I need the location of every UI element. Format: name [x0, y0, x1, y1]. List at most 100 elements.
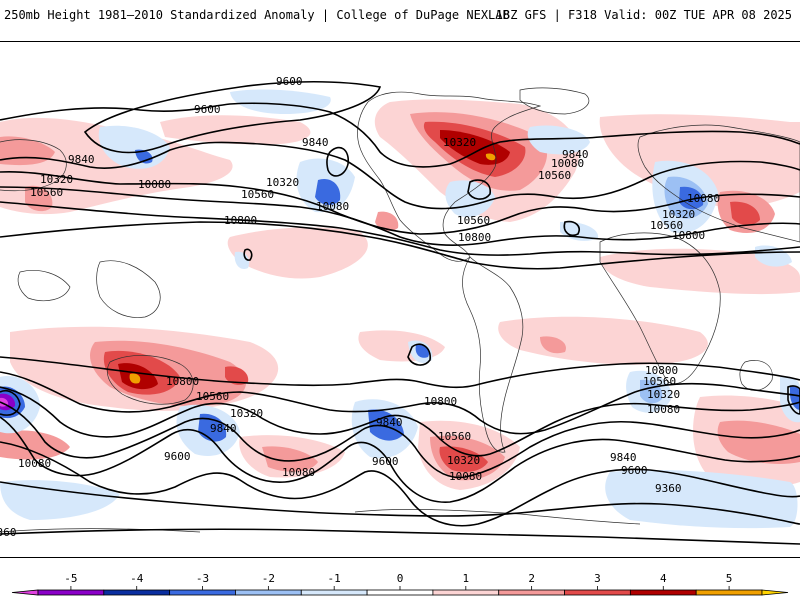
anomaly-area	[730, 201, 760, 226]
contour-label: 10560	[538, 169, 571, 182]
contour-label: 9600	[621, 464, 648, 477]
coastline	[519, 87, 590, 115]
colorbar-segment	[498, 589, 565, 596]
contour-line	[0, 170, 800, 235]
colorbar-label: 2	[528, 572, 535, 585]
anomaly-area	[234, 251, 250, 270]
coastline	[354, 509, 641, 525]
colorbar-label: -1	[328, 572, 341, 585]
anomaly-area	[599, 114, 800, 208]
contour-line	[787, 385, 800, 415]
contour-line	[0, 102, 800, 168]
contour-line	[0, 528, 800, 545]
colorbar-segment	[695, 589, 763, 596]
contour-line	[0, 201, 800, 256]
colorbar-segment	[432, 589, 500, 596]
contour-line	[0, 441, 800, 527]
contour-label: 9600	[164, 450, 191, 463]
contour-label: 9840	[68, 153, 95, 166]
contour-label: 10800	[224, 214, 257, 227]
colorbar-segment	[300, 589, 368, 596]
contour-label: 10800	[166, 375, 199, 388]
colorbar-label: -2	[262, 572, 275, 585]
contour-label: 10320	[662, 208, 695, 221]
contour-label: 10560	[30, 186, 63, 199]
contour-line	[0, 416, 800, 503]
anomaly-area	[790, 386, 800, 410]
anomaly-area	[439, 446, 488, 472]
map-title: 250mb Height 1981–2010 Standardized Anom…	[4, 8, 510, 22]
anomaly-area	[368, 409, 404, 441]
colorbar-segment	[169, 589, 236, 596]
contour-label: 10320	[447, 454, 480, 467]
contour-label: 9840	[610, 451, 637, 464]
contour-label: 9360	[0, 526, 17, 539]
contour-label: 9600	[194, 103, 221, 116]
coastline	[637, 124, 800, 243]
colorbar-segment	[761, 589, 789, 596]
anomaly-area	[679, 186, 704, 210]
coastline	[462, 256, 524, 453]
contour-label: 10800	[672, 229, 705, 242]
contour-label: 10560	[241, 188, 274, 201]
contour-label: 9840	[562, 148, 589, 161]
colorbar-label: 0	[397, 572, 404, 585]
anomaly-area	[227, 227, 368, 279]
colorbar-segment	[11, 589, 39, 596]
contour-label: 10560	[438, 430, 471, 443]
contour-label: 10080	[18, 457, 51, 470]
anomaly-map: 9600 9600 9840 9840 9840 10080 10080 100…	[0, 75, 800, 545]
contour-line	[0, 141, 800, 210]
colorbar-label: 4	[660, 572, 667, 585]
anomaly-area	[129, 373, 141, 384]
colorbar-label: -3	[196, 572, 209, 585]
anomaly-area	[498, 316, 708, 365]
colorbar-labels: -5 -4 -3 -2 -1 0 1 2 3 4 5	[64, 572, 732, 585]
contour-label: 9600	[276, 75, 303, 88]
contour-label: 10560	[643, 375, 676, 388]
contour-line	[243, 248, 253, 261]
contour-line	[326, 146, 350, 177]
coastline	[96, 260, 161, 318]
colorbar-label: 5	[726, 572, 733, 585]
coastline	[107, 355, 194, 405]
colorbar-scale: -5 -4 -3 -2 -1 0 1 2 3 4 5	[11, 572, 789, 596]
contour-line	[467, 179, 491, 200]
negative-anomaly-shading	[0, 89, 800, 529]
colorbar-segment	[103, 589, 171, 596]
run-info: 18Z GFS | F318 Valid: 00Z TUE APR 08 202…	[495, 8, 792, 22]
contour-line	[0, 371, 800, 435]
contour-label: 10800	[645, 364, 678, 377]
contour-label: 10080	[449, 470, 482, 483]
contour-label: 10800	[458, 231, 491, 244]
contour-label: 9840	[302, 136, 329, 149]
contour-label: 10320	[40, 173, 73, 186]
colorbar-label: -4	[130, 572, 144, 585]
colorbar-label: -5	[64, 572, 77, 585]
colorbar-segment	[235, 589, 302, 596]
contour-line	[0, 481, 800, 525]
contour-label: 10320	[266, 176, 299, 189]
contour-label: 9840	[210, 422, 237, 435]
contour-label: 10560	[196, 390, 229, 403]
anomaly-area	[717, 420, 800, 464]
contour-label: 10320	[647, 388, 680, 401]
anomaly-area	[0, 480, 120, 520]
anomaly-area	[225, 366, 249, 385]
contour-line	[0, 356, 800, 389]
anomaly-area	[415, 344, 430, 358]
contour-line	[0, 221, 800, 270]
contour-label: 10080	[551, 157, 584, 170]
anomaly-area	[0, 430, 70, 460]
contour-label: 10080	[647, 403, 680, 416]
height-contours	[0, 343, 800, 545]
contour-line	[0, 386, 800, 457]
contour-label: 10080	[316, 200, 349, 213]
anomaly-area	[230, 89, 331, 114]
anomaly-area	[640, 379, 663, 404]
contour-label: 9360	[655, 482, 682, 495]
map-panel: 9600 9600 9840 9840 9840 10080 10080 100…	[0, 41, 800, 558]
colorbar-segment	[366, 589, 434, 596]
anomaly-area	[485, 153, 496, 161]
contour-line	[0, 186, 800, 247]
